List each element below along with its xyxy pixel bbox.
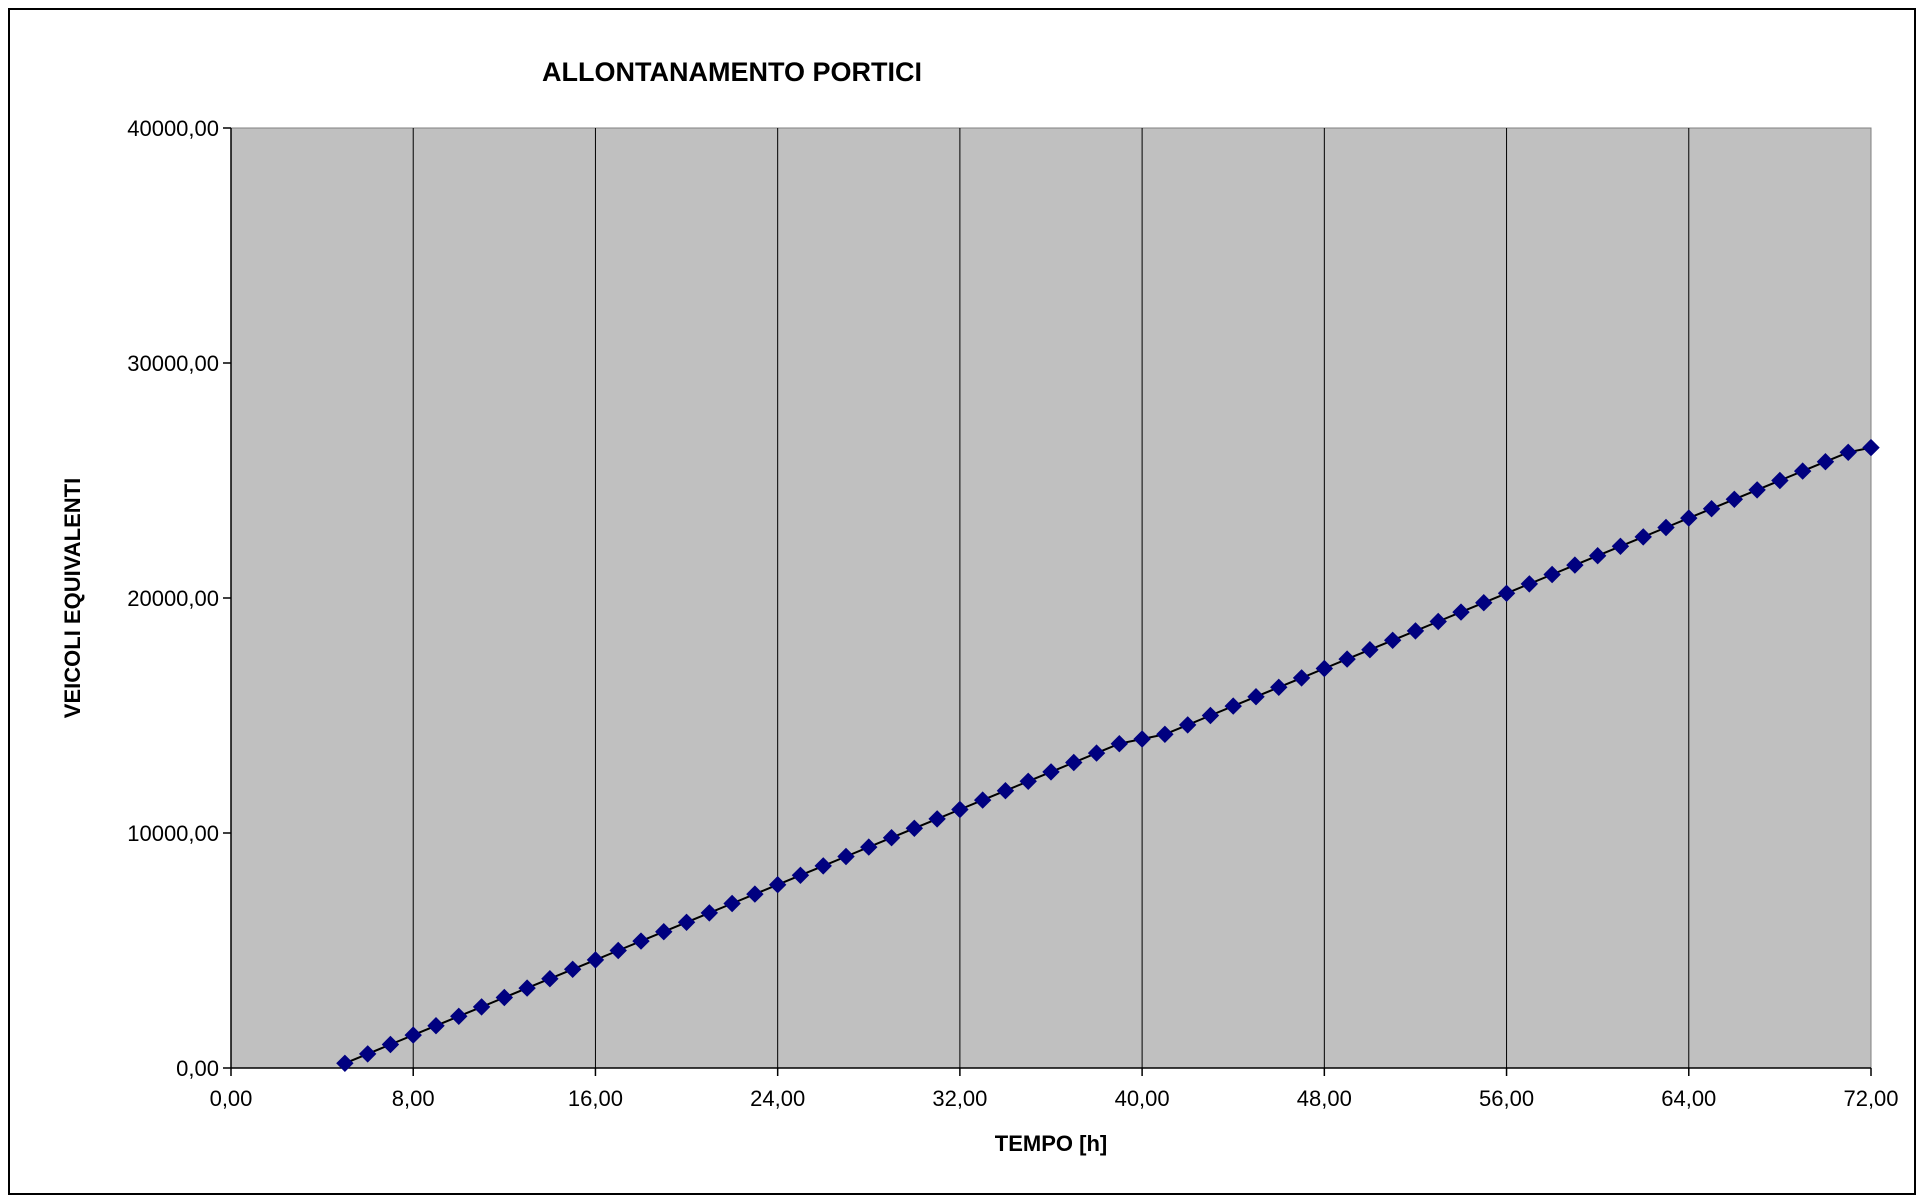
data-point bbox=[814, 857, 832, 875]
data-point bbox=[723, 894, 741, 913]
data-point bbox=[1862, 438, 1880, 457]
x-tick-label: 24,00 bbox=[750, 1086, 805, 1111]
x-tick-label: 8,00 bbox=[392, 1086, 435, 1111]
x-tick-label: 32,00 bbox=[932, 1086, 987, 1111]
data-point bbox=[632, 932, 650, 950]
data-point bbox=[791, 866, 810, 885]
data-point bbox=[404, 1026, 422, 1044]
data-point bbox=[1816, 452, 1835, 471]
data-point bbox=[1133, 730, 1151, 748]
data-point bbox=[1748, 481, 1766, 499]
data-point bbox=[928, 810, 946, 828]
data-point bbox=[1201, 706, 1220, 725]
data-point bbox=[1087, 744, 1106, 762]
data-point bbox=[746, 885, 764, 903]
x-axis-title: TEMPO [h] bbox=[995, 1131, 1107, 1156]
chart-svg: ALLONTANAMENTO PORTICI 0,00 8,00 16,00 24,0… bbox=[60, 57, 1899, 1156]
y-tick-label: 10000,00 bbox=[127, 821, 219, 846]
data-point bbox=[1224, 697, 1242, 715]
y-axis-title: VEICOLI EQUIVALENTI bbox=[60, 478, 85, 718]
x-tick-label: 72,00 bbox=[1843, 1086, 1898, 1111]
data-point bbox=[1156, 725, 1174, 744]
data-point bbox=[381, 1035, 400, 1054]
data-point bbox=[1178, 716, 1197, 734]
data-point bbox=[586, 951, 605, 969]
data-point bbox=[768, 875, 787, 894]
data-point bbox=[1475, 593, 1493, 612]
axes bbox=[223, 127, 1872, 1076]
data-point bbox=[563, 960, 582, 979]
data-point bbox=[655, 922, 673, 941]
plot-area bbox=[230, 127, 1872, 1069]
data-point bbox=[1338, 650, 1356, 668]
data-point bbox=[1361, 640, 1379, 659]
data-point bbox=[1497, 584, 1516, 603]
data-point bbox=[541, 969, 559, 988]
data-point bbox=[518, 979, 536, 997]
data-point bbox=[860, 838, 878, 856]
data-point bbox=[1110, 734, 1129, 753]
data-point bbox=[1270, 678, 1288, 697]
data-point bbox=[700, 904, 719, 922]
data-point bbox=[427, 1016, 445, 1035]
data-point bbox=[905, 819, 924, 838]
data-point bbox=[1725, 490, 1744, 509]
y-tick-label: 20000,00 bbox=[127, 586, 219, 611]
data-point bbox=[1634, 528, 1652, 546]
data-point bbox=[1247, 687, 1265, 706]
data-point bbox=[358, 1045, 377, 1063]
data-point bbox=[472, 998, 491, 1016]
data-point bbox=[1292, 669, 1311, 687]
grid-lines bbox=[412, 128, 1690, 1068]
x-tick-label: 40,00 bbox=[1115, 1086, 1170, 1111]
data-point bbox=[1042, 763, 1060, 781]
data-point bbox=[677, 913, 696, 932]
data-point bbox=[1315, 659, 1334, 678]
y-tick-label: 30000,00 bbox=[127, 351, 219, 376]
data-point bbox=[1839, 443, 1857, 462]
data-point bbox=[1588, 546, 1607, 565]
data-point bbox=[495, 988, 514, 1007]
data-point bbox=[609, 941, 627, 960]
data-point bbox=[1611, 537, 1630, 556]
data-point bbox=[1680, 509, 1698, 527]
chart-title: ALLONTANAMENTO PORTICI bbox=[542, 57, 922, 87]
x-tick-label: 0,00 bbox=[210, 1086, 253, 1111]
data-point bbox=[1657, 518, 1675, 537]
data-point bbox=[1452, 603, 1470, 621]
tick-labels: 0,00 8,00 16,00 24,00 32,00 40,00 48,00 56,00 64… bbox=[127, 116, 1898, 1111]
data-point bbox=[996, 781, 1015, 800]
data-point bbox=[336, 1054, 354, 1073]
data-point bbox=[1383, 631, 1402, 650]
data-point bbox=[1793, 462, 1812, 480]
data-point bbox=[1566, 556, 1584, 574]
x-tick-label: 16,00 bbox=[568, 1086, 623, 1111]
data-point bbox=[882, 828, 901, 847]
data-point bbox=[973, 791, 992, 809]
data-point bbox=[837, 847, 855, 866]
data-point bbox=[1771, 471, 1789, 490]
data-point bbox=[1019, 772, 1037, 791]
data-point bbox=[1702, 499, 1721, 518]
x-tick-label: 56,00 bbox=[1479, 1086, 1534, 1111]
data-point bbox=[1543, 565, 1561, 584]
x-tick-label: 48,00 bbox=[1297, 1086, 1352, 1111]
data-point bbox=[1520, 575, 1539, 593]
data-point bbox=[1429, 612, 1447, 631]
y-tick-label: 0,00 bbox=[176, 1056, 219, 1081]
data-point bbox=[1406, 622, 1425, 640]
data-point bbox=[1065, 753, 1083, 772]
chart-frame: ALLONTANAMENTO PORTICI 0,00 8,00 16,00 24,0… bbox=[8, 8, 1916, 1195]
data-point bbox=[450, 1007, 468, 1026]
y-tick-label: 40000,00 bbox=[127, 116, 219, 141]
data-point bbox=[951, 800, 969, 819]
x-tick-label: 64,00 bbox=[1661, 1086, 1716, 1111]
series-layer bbox=[336, 438, 1880, 1073]
